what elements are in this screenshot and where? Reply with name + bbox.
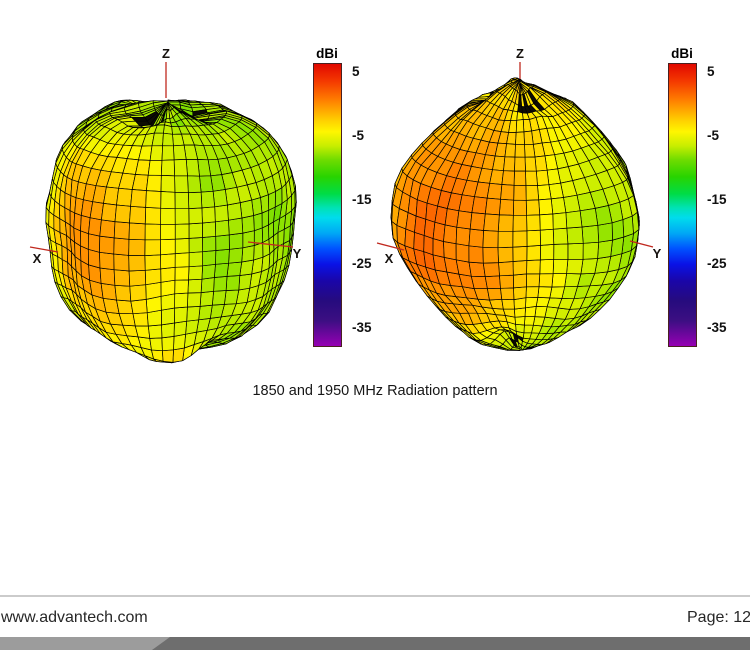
x-axis-label: X [33, 251, 42, 266]
figure-caption: 1850 and 1950 MHz Radiation pattern [252, 383, 498, 399]
y-axis-label: Y [653, 246, 662, 261]
z-axis-label: Z [162, 46, 170, 61]
footer-divider [0, 595, 750, 597]
colorbar-tick-label: 5 [352, 63, 360, 79]
colorbar-tick-label: -5 [707, 127, 720, 143]
x-axis-line [376, 242, 405, 251]
colorbar-tick-label: -15 [707, 191, 727, 207]
colorbar-tick-label: -15 [352, 191, 372, 207]
y-axis-line [247, 241, 294, 248]
colorbar-gradient [668, 63, 697, 347]
footer-website: www.advantech.com [1, 609, 148, 626]
x-axis-line [29, 246, 59, 253]
x-axis-label: X [385, 251, 394, 266]
colorbar-title: dBi [316, 46, 338, 61]
y-axis-line [629, 240, 654, 248]
footer-bar-light [0, 637, 170, 650]
colorbar-left: dBi 5 -5 -15 -25 -35 [313, 46, 383, 347]
colorbar-tick-label: -25 [707, 255, 727, 271]
colorbar-gradient [313, 63, 342, 347]
radiation-pattern-3d-right: Z X Y [376, 46, 662, 351]
colorbar-tick-label: -35 [707, 320, 727, 335]
colorbar-tick-label: -5 [352, 127, 365, 143]
y-axis-label: Y [293, 246, 302, 261]
z-axis-label: Z [516, 46, 524, 61]
colorbar-tick-label: -35 [352, 320, 372, 335]
colorbar-right: dBi 5 -5 -15 -25 -35 [668, 46, 738, 347]
colorbar-title: dBi [671, 46, 693, 61]
colorbar-tick-label: -25 [352, 255, 372, 271]
radiation-pattern-3d-left: Z X Y [29, 46, 302, 364]
colorbar-tick-label: 5 [707, 63, 715, 79]
footer-page-number: Page: 12 [687, 609, 750, 626]
footer-bar-dark [0, 637, 750, 650]
